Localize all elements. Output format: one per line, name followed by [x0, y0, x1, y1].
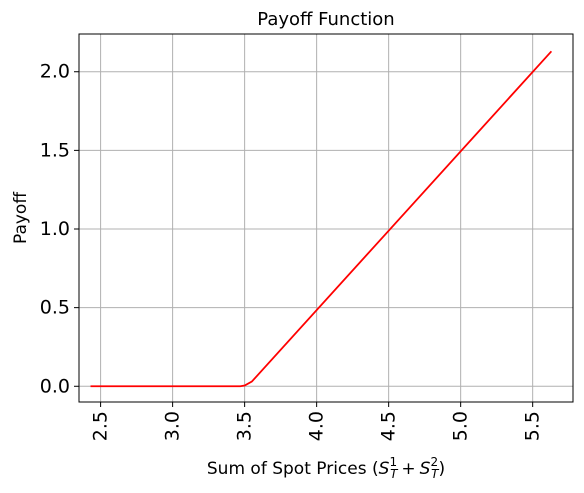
x-axis-label-sup1: 1	[389, 455, 397, 469]
y-tick-label: 0.0	[40, 375, 70, 397]
x-axis-label-sub1: T	[390, 467, 399, 481]
x-axis-label: Sum of Spot Prices (S1 T + S2 T)	[207, 455, 445, 481]
x-axis-label-sub2: T	[431, 467, 440, 481]
x-axis-label-close-paren: )	[438, 459, 445, 479]
x-axis-label-s1: S	[379, 459, 390, 479]
y-tick-label: 0.5	[40, 297, 70, 319]
x-axis-label-s2: S	[420, 459, 431, 479]
x-axis-label-text: Sum of Spot Prices	[207, 459, 372, 479]
x-tick-label: 3.5	[234, 411, 256, 441]
x-tick-label: 4.5	[378, 411, 400, 441]
x-tick-label: 4.0	[306, 411, 328, 441]
y-tick-label: 2.0	[40, 61, 70, 83]
x-tick-label: 2.5	[90, 411, 112, 441]
x-axis-label-sup2: 2	[430, 455, 438, 469]
plot-frame	[78, 33, 574, 403]
y-tick-label: 1.0	[40, 218, 70, 240]
series-layer	[90, 50, 553, 388]
x-tick-label: 5.0	[450, 411, 472, 441]
chart-title: Payoff Function	[257, 9, 394, 30]
y-axis-label: Payoff	[11, 191, 31, 244]
y-tick-label: 1.5	[40, 139, 70, 161]
payoff-line	[90, 50, 553, 388]
x-axis-label-plus: +	[401, 459, 415, 479]
ticks: 2.5 3.0 3.5 4.0 4.5 5.0 5.5 0.0 0.5 1.0 1.5 2.0	[40, 61, 544, 441]
grid	[79, 34, 573, 402]
x-tick-label: 3.0	[162, 411, 184, 441]
x-axis-label-open-paren: (	[372, 459, 379, 479]
x-tick-label: 5.5	[522, 411, 544, 441]
